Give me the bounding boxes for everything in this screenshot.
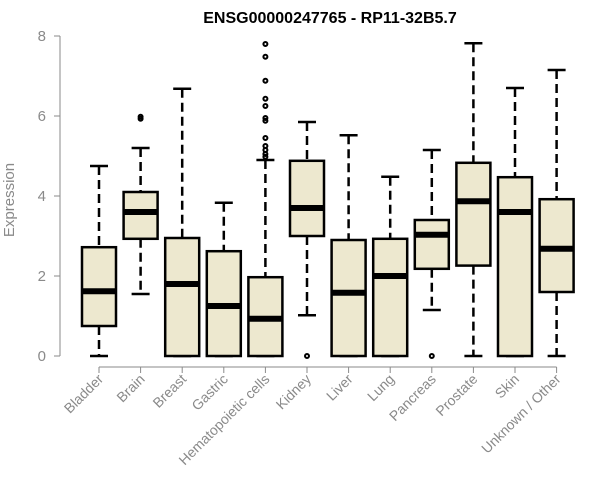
y-tick-label: 8 (38, 28, 46, 45)
outlier-point (262, 53, 269, 60)
box-bladder (80, 164, 118, 358)
outlier-point (262, 95, 269, 102)
x-tick-label: Brain (113, 371, 147, 405)
box-lung (371, 175, 409, 358)
y-tick-label: 0 (38, 348, 46, 365)
outlier-point (262, 41, 269, 47)
box-gastric (205, 201, 243, 358)
y-tick-label: 6 (38, 108, 46, 125)
outlier-point (137, 113, 144, 120)
outlier-point (262, 153, 269, 160)
iqr-box (371, 237, 409, 358)
outlier-point (262, 77, 269, 84)
outlier-point (262, 135, 269, 141)
iqr-box (122, 190, 159, 241)
box-unknown-other (538, 68, 575, 358)
chart-title: ENSG00000247765 - RP11-32B5.7 (203, 10, 457, 27)
x-tick-label: Prostate (432, 371, 480, 419)
y-axis-label: Expression (1, 163, 18, 237)
iqr-box (330, 238, 367, 358)
outlier-point (262, 103, 269, 109)
outlier-point (304, 353, 310, 359)
iqr-box (163, 236, 201, 358)
iqr-box (413, 218, 451, 271)
x-tick-label: Unknown / Other (478, 371, 564, 457)
iqr-box (80, 245, 118, 328)
iqr-box (496, 175, 534, 358)
box-liver (330, 133, 367, 358)
box-breast (163, 87, 201, 358)
box-kidney (288, 120, 326, 359)
y-tick-label: 4 (38, 188, 46, 205)
iqr-box (455, 161, 492, 267)
x-tick-label: Kidney (273, 371, 315, 413)
iqr-box (538, 197, 575, 294)
outlier-point (262, 151, 269, 157)
outlier-point (428, 353, 435, 359)
x-tick-label: Liver (323, 371, 356, 404)
box-hematopoietic-cells (247, 41, 284, 358)
x-tick-label: Bladder (61, 371, 107, 417)
box-prostate (455, 41, 492, 358)
x-tick-label: Lung (364, 371, 397, 404)
y-tick-label: 2 (38, 268, 46, 285)
box-brain (122, 113, 159, 296)
x-tick-label: Breast (149, 371, 189, 411)
iqr-box (288, 159, 326, 238)
outlier-point (262, 115, 269, 121)
box-pancreas (413, 148, 451, 359)
outlier-point (262, 117, 269, 124)
x-tick-label: Skin (492, 371, 523, 402)
box-skin (496, 86, 534, 358)
